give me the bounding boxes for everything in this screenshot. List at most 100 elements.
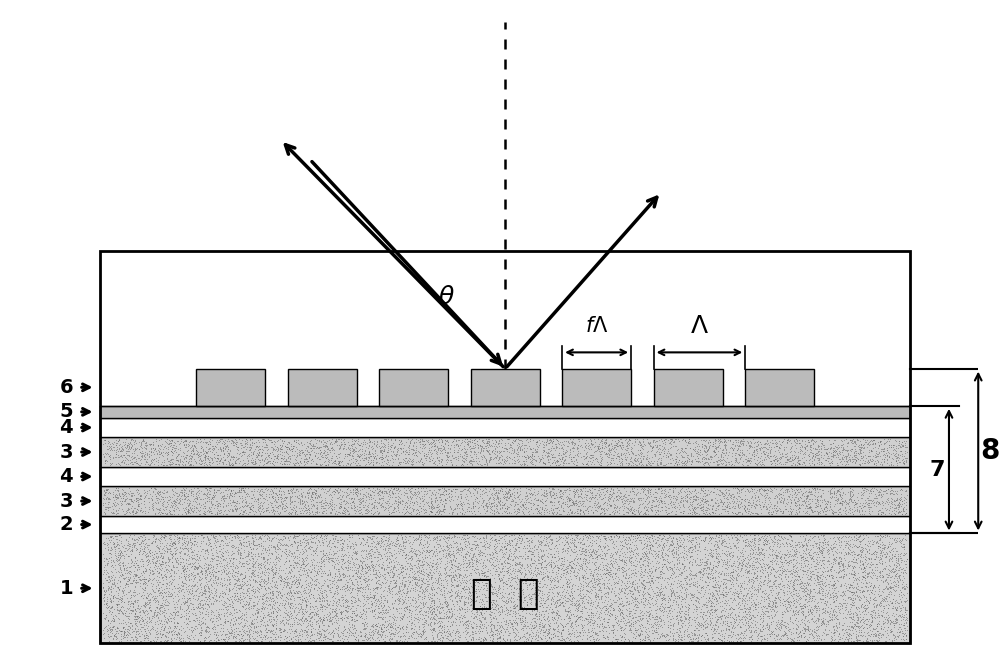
- Point: [660, 595, 676, 606]
- Point: [468, 611, 484, 621]
- Point: [420, 546, 436, 557]
- Point: [867, 449, 883, 460]
- Point: [540, 592, 556, 603]
- Point: [422, 546, 438, 557]
- Point: [379, 596, 395, 607]
- Point: [655, 451, 671, 461]
- Point: [155, 532, 171, 542]
- Point: [507, 499, 523, 509]
- Point: [398, 437, 414, 447]
- Point: [626, 455, 642, 465]
- Point: [126, 565, 142, 576]
- Point: [482, 536, 498, 547]
- Point: [265, 443, 281, 453]
- Point: [888, 450, 904, 461]
- Point: [436, 596, 452, 607]
- Point: [426, 584, 442, 594]
- Point: [843, 546, 859, 557]
- Point: [99, 560, 115, 571]
- Point: [467, 586, 483, 596]
- Point: [850, 631, 866, 642]
- Point: [371, 484, 387, 494]
- Point: [861, 630, 877, 641]
- Point: [170, 586, 186, 596]
- Point: [424, 626, 440, 637]
- Point: [881, 436, 897, 446]
- Point: [434, 455, 450, 466]
- Point: [631, 495, 647, 505]
- Point: [561, 557, 577, 567]
- Point: [222, 601, 238, 612]
- Point: [472, 573, 488, 584]
- Point: [849, 550, 865, 560]
- Point: [225, 438, 241, 449]
- Point: [752, 502, 768, 513]
- Point: [639, 617, 655, 628]
- Point: [268, 532, 284, 543]
- Point: [504, 534, 520, 545]
- Point: [118, 579, 134, 590]
- Point: [137, 446, 153, 457]
- Point: [188, 562, 204, 573]
- Point: [299, 488, 315, 498]
- Point: [146, 531, 162, 542]
- Point: [261, 548, 277, 558]
- Point: [529, 508, 545, 519]
- Point: [304, 619, 320, 629]
- Point: [427, 493, 443, 503]
- Point: [625, 557, 641, 567]
- Point: [281, 488, 297, 498]
- Point: [800, 496, 816, 507]
- Point: [376, 565, 392, 575]
- Point: [381, 509, 397, 519]
- Point: [159, 567, 175, 578]
- Point: [638, 548, 654, 559]
- Point: [572, 614, 588, 625]
- Point: [810, 452, 826, 463]
- Point: [719, 597, 735, 608]
- Point: [827, 578, 843, 588]
- Point: [296, 454, 312, 465]
- Point: [340, 457, 356, 468]
- Point: [641, 634, 657, 645]
- Point: [292, 626, 308, 637]
- Point: [127, 569, 143, 580]
- Point: [451, 601, 467, 612]
- Point: [238, 434, 254, 444]
- Point: [171, 439, 187, 449]
- Point: [696, 536, 712, 546]
- Point: [344, 503, 360, 513]
- Point: [792, 484, 808, 494]
- Point: [112, 490, 128, 501]
- Point: [524, 593, 540, 604]
- Point: [167, 438, 183, 449]
- Point: [385, 619, 401, 629]
- Point: [198, 448, 214, 459]
- Point: [294, 604, 310, 614]
- Point: [653, 606, 669, 616]
- Point: [364, 598, 380, 608]
- Point: [243, 567, 259, 578]
- Point: [648, 627, 664, 638]
- Point: [519, 535, 535, 546]
- Point: [298, 621, 314, 632]
- Point: [485, 560, 501, 571]
- Point: [780, 596, 796, 606]
- Point: [801, 589, 817, 600]
- Point: [352, 495, 368, 505]
- Point: [492, 575, 508, 585]
- Point: [268, 565, 284, 575]
- Point: [593, 454, 609, 465]
- Point: [812, 573, 828, 583]
- Point: [181, 635, 197, 646]
- Point: [130, 629, 146, 640]
- Point: [413, 454, 429, 465]
- Point: [521, 579, 537, 590]
- Point: [716, 548, 732, 559]
- Point: [355, 502, 371, 513]
- Point: [763, 455, 779, 466]
- Point: [430, 488, 446, 499]
- Point: [875, 616, 891, 626]
- Point: [404, 628, 420, 639]
- Point: [402, 576, 418, 587]
